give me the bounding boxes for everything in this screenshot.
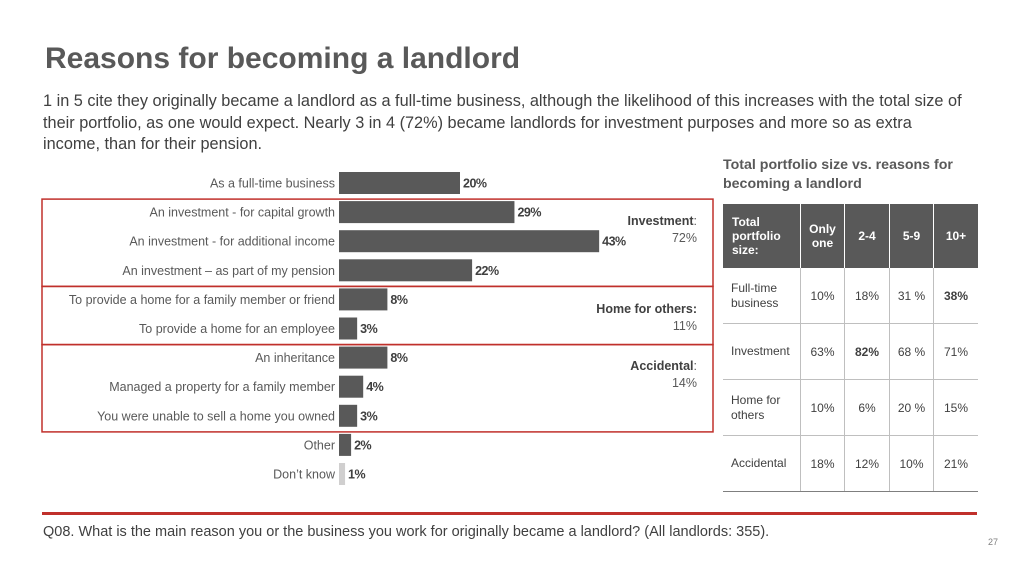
category-label: Don’t know [273, 468, 336, 482]
table-cell: 71% [933, 323, 978, 380]
footer-divider [42, 512, 977, 515]
table-cell: 10% [889, 435, 934, 492]
bar [339, 317, 358, 340]
bar [339, 201, 515, 224]
bar [339, 375, 364, 398]
table-cell: 21% [933, 435, 978, 492]
data-label: 20% [463, 177, 487, 191]
data-label: 2% [354, 438, 371, 452]
table-cell: 82% [844, 323, 890, 380]
category-label: To provide a home for a family member or… [69, 293, 335, 307]
bar [339, 230, 600, 253]
table-cell: 63% [800, 323, 845, 380]
data-label: 8% [390, 351, 407, 365]
category-label: To provide a home for an employee [139, 322, 335, 336]
bar [339, 172, 460, 194]
bar [339, 404, 358, 427]
group-label-home-for-others: Home for others: 11% [596, 302, 697, 333]
table-cell: 31 % [889, 268, 934, 324]
table-header-10-plus: 10+ [933, 204, 978, 268]
page-title: Reasons for becoming a landlord [45, 42, 521, 75]
table-cell: 10% [800, 268, 845, 324]
table-cell: 18% [800, 435, 845, 492]
table-row: Accidental 18% 12% 10% 21% [723, 435, 978, 492]
table-cell: 6% [844, 379, 890, 436]
table-row-label: Investment [723, 323, 801, 380]
bar [339, 346, 388, 369]
table-row: Home for others 10% 6% 20 % 15% [723, 379, 978, 436]
data-label: 1% [348, 468, 365, 482]
category-label: Managed a property for a family member [109, 380, 335, 394]
table-header-row: Total portfolio size: Only one 2-4 5-9 1… [723, 204, 978, 268]
category-label: As a full-time business [210, 177, 335, 191]
table-cell: 15% [933, 379, 978, 436]
table-cell: 20 % [889, 379, 934, 436]
table-row-label: Full-time business [723, 268, 801, 324]
table-cell: 18% [844, 268, 890, 324]
data-label: 4% [366, 380, 383, 394]
data-label: 3% [360, 409, 377, 423]
table-row: Investment 63% 82% 68 % 71% [723, 323, 978, 380]
table-title: Total portfolio size vs. reasons for bec… [723, 157, 953, 192]
group-label-investment: Investment: 72% [627, 214, 697, 245]
table-row-label: Home for others [723, 379, 801, 436]
footnote: Q08. What is the main reason you or the … [43, 524, 770, 540]
table-header-5-9: 5-9 [889, 204, 934, 268]
data-label: 29% [517, 206, 541, 220]
category-label: You were unable to sell a home you owned [97, 409, 335, 423]
portfolio-table: Total portfolio size: Only one 2-4 5-9 1… [723, 204, 978, 492]
data-label: 22% [475, 264, 499, 278]
category-label: An investment – as part of my pension [122, 264, 335, 278]
group-label-accidental: Accidental: 14% [630, 359, 697, 390]
bar [339, 259, 473, 282]
data-label: 3% [360, 322, 377, 336]
table-row: Full-time business 10% 18% 31 % 38% [723, 268, 978, 324]
bar [339, 288, 388, 311]
category-label: Other [304, 438, 335, 452]
data-label: 43% [602, 235, 626, 249]
table-row-label: Accidental [723, 435, 801, 492]
table-cell: 10% [800, 379, 845, 436]
table-cell: 38% [933, 268, 978, 324]
table-header-2-4: 2-4 [844, 204, 890, 268]
category-label: An investment - for additional income [129, 235, 335, 249]
table-header-label: Total portfolio size: [723, 204, 801, 268]
data-label: 8% [390, 293, 407, 307]
group-box-2 [41, 343, 714, 433]
category-label: An inheritance [255, 351, 335, 365]
table-header-only-one: Only one [800, 204, 845, 268]
table-cell: 12% [844, 435, 890, 492]
bar [339, 463, 346, 485]
bar [339, 433, 352, 456]
table-cell: 68 % [889, 323, 934, 380]
category-label: An investment - for capital growth [150, 206, 336, 220]
intro-text: 1 in 5 cite they originally became a lan… [43, 92, 962, 154]
page-number: 27 [988, 537, 999, 547]
